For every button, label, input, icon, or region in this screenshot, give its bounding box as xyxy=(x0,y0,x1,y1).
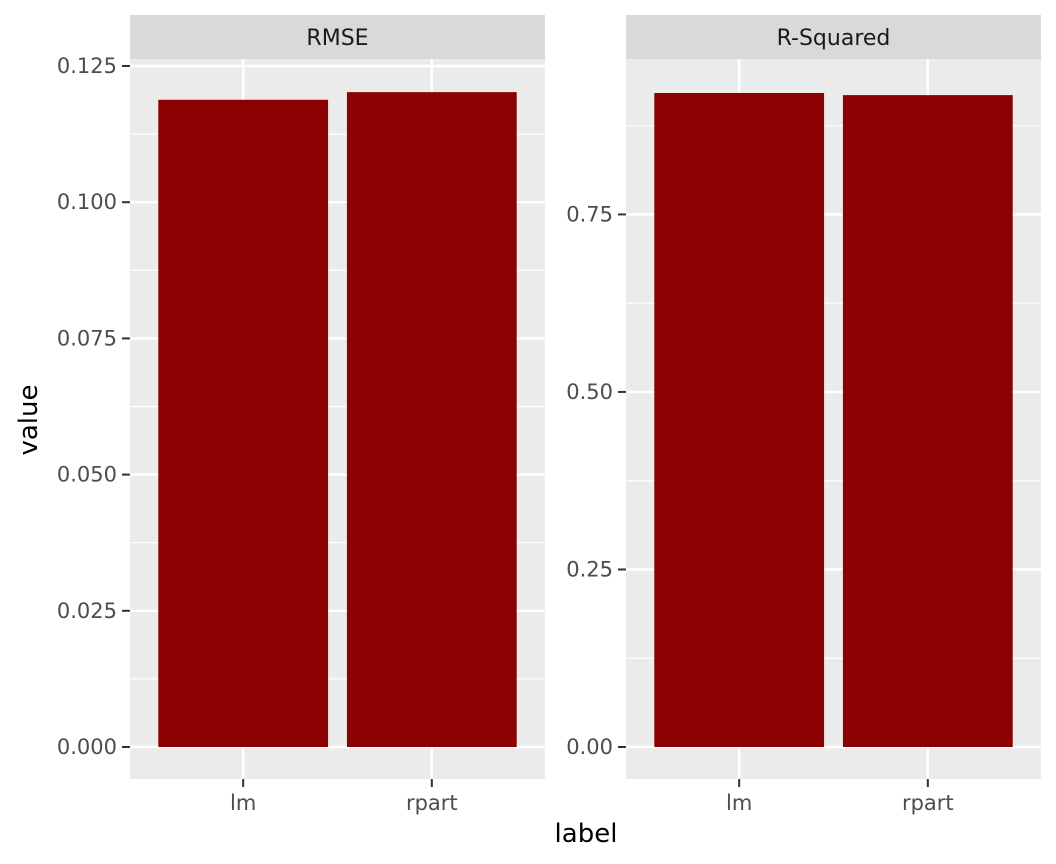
x-tick-label: rpart xyxy=(406,791,458,815)
y-tick-label: 0.050 xyxy=(57,463,117,487)
facet-strip-label: RMSE xyxy=(306,26,368,51)
facet-strip xyxy=(130,15,545,59)
y-tick-label: 0.100 xyxy=(57,190,117,214)
y-tick-label: 0.025 xyxy=(57,599,117,623)
bar-lm xyxy=(654,93,825,747)
y-tick-label: 0.25 xyxy=(566,557,613,581)
y-tick-label: 0.00 xyxy=(566,735,613,759)
y-tick-label: 0.75 xyxy=(566,202,613,226)
x-tick-label: rpart xyxy=(902,791,954,815)
x-tick-label: lm xyxy=(726,791,752,815)
facet-strip xyxy=(626,15,1041,59)
bar-rpart xyxy=(842,95,1013,747)
y-tick-label: 0.075 xyxy=(57,326,117,350)
y-tick-label: 0.125 xyxy=(57,54,117,78)
y-tick-label: 0.000 xyxy=(57,735,117,759)
facet-strip-label: R-Squared xyxy=(777,26,891,51)
y-axis-title: value xyxy=(14,384,44,455)
panel-r-squared: R-Squared 0.00 0.25 0.50 0.75 lm rpart xyxy=(566,15,1041,815)
y-tick-label: 0.50 xyxy=(566,380,613,404)
bar-lm xyxy=(158,99,329,748)
bar-rpart xyxy=(346,92,517,748)
panel-rmse: RMSE 0.000 0.025 0.050 0.075 0.100 0.125 lm rpar… xyxy=(57,15,545,815)
x-tick-label: lm xyxy=(230,791,256,815)
x-axis-title: label xyxy=(555,819,618,849)
